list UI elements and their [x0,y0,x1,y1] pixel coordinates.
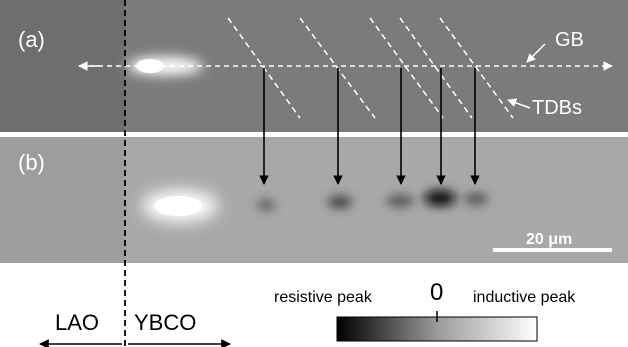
peak-spot [328,196,352,208]
panel-b-label: (b) [18,150,45,175]
peak-arrows [259,68,480,185]
ybco-label: YBCO [134,310,196,335]
gb-label: GB [555,29,584,51]
peak-spot [464,193,488,205]
panel-a: (a) GB TDBs [0,0,628,132]
resistive-peaks [257,190,488,210]
colorbar-right-label: inductive peak [473,289,576,306]
colorbar-center-label: 0 [430,279,443,306]
tdb-label: TDBs [532,97,582,119]
panel-a-label: (a) [18,27,45,52]
peak-spot [257,200,275,210]
colorbar: resistive peak 0 inductive peak [274,279,576,342]
lao-label: LAO [55,310,99,335]
scale-bar-label: 20 μm [526,231,572,248]
colorbar-left-label: resistive peak [274,289,373,306]
peak-spot [386,195,414,207]
peak-spot [424,190,456,206]
panel-b: 20 μm (b) [0,137,628,263]
